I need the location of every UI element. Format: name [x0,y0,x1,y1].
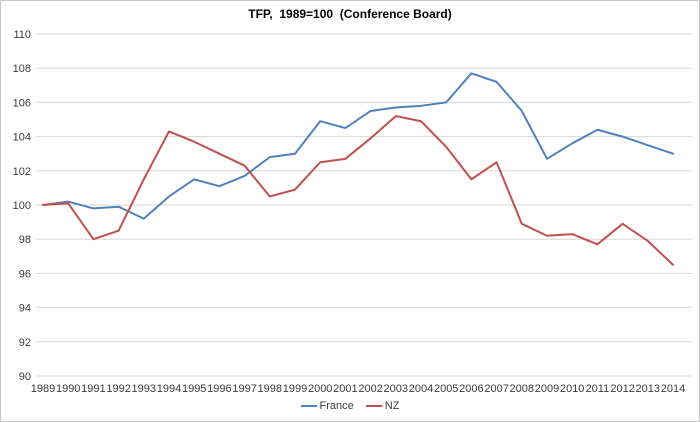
x-tick-label: 2008 [510,383,534,395]
x-tick-label: 2002 [358,383,382,395]
x-tick-label: 2000 [308,383,332,395]
x-tick-label: 1990 [56,383,80,395]
x-tick-label: 2012 [610,383,634,395]
y-tick-label: 94 [19,303,31,315]
legend-item-nz: NZ [365,400,400,412]
x-tick-label: 1997 [232,383,256,395]
x-tick-label: 2011 [586,383,610,395]
x-tick-label: 2006 [459,383,483,395]
y-tick-label: 106 [13,97,31,109]
y-tick-label: 96 [19,268,31,280]
x-tick-label: 2005 [434,383,458,395]
y-tick-label: 108 [13,63,31,75]
x-tick-label: 1999 [283,383,307,395]
series-line-nz [42,115,674,266]
y-tick-label: 100 [13,200,31,212]
y-tick-label: 102 [13,166,31,178]
x-tick-label: 2009 [535,383,559,395]
x-tick-label: 1998 [258,383,282,395]
x-tick-label: 1993 [132,383,156,395]
france-line-swatch [300,405,317,407]
x-tick-label: 2010 [560,383,584,395]
x-tick-label: 1995 [182,383,206,395]
x-tick-label: 2004 [409,383,433,395]
x-tick-label: 2003 [384,383,408,395]
x-tick-label: 2007 [484,383,508,395]
x-tick-label: 1996 [207,383,231,395]
y-tick-label: 90 [19,371,31,383]
x-tick-label: 1992 [106,383,130,395]
y-tick-label: 104 [13,132,31,144]
y-tick-label: 98 [19,234,31,246]
x-tick-label: 1989 [31,383,55,395]
y-tick-label: 92 [19,337,31,349]
nz-line-swatch [365,405,382,407]
x-tick-label: 2013 [636,383,660,395]
legend: France NZ [1,400,699,412]
x-tick-label: 2001 [333,383,357,395]
series-line-france [42,72,674,220]
x-tick-label: 1994 [157,383,181,395]
legend-item-france: France [300,400,354,412]
y-tick-label: 110 [13,29,31,41]
x-tick-label: 2014 [661,383,685,395]
x-tick-label: 1991 [81,383,105,395]
chart-title: TFP, 1989=100 (Conference Board) [248,7,452,21]
legend-label-france: France [319,400,354,412]
legend-label-nz: NZ [384,400,400,412]
